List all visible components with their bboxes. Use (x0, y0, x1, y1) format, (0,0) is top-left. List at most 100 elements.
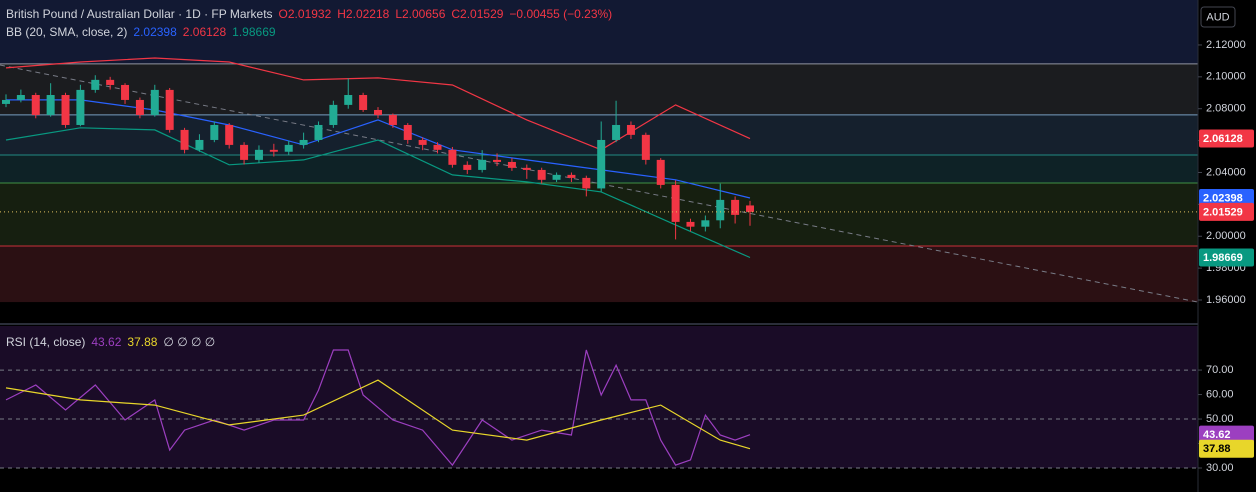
axis-chip (1199, 439, 1254, 458)
candle-body (507, 161, 516, 168)
change: −0.00455 (−0.23%) (509, 7, 613, 21)
candle-body (121, 84, 130, 100)
axis-chip (1199, 189, 1254, 208)
candle-body (314, 124, 323, 140)
ohlc-value: L2.00656 (395, 7, 446, 21)
rsi-line (5, 349, 751, 467)
candle-body (716, 199, 725, 221)
candle-body (225, 124, 234, 145)
y-tick-label: 2.10000 (1206, 71, 1246, 83)
candle-body (165, 89, 174, 130)
rsi-value: 43.62 (91, 335, 122, 349)
y-tick-label: 70.00 (1206, 364, 1234, 376)
ohlc: O2.01932 H2.02218 L2.00656 C2.01529 (279, 7, 504, 21)
candle-body (374, 109, 382, 115)
candle-body (31, 95, 40, 115)
candle-body (329, 104, 338, 125)
candle-body (746, 205, 754, 212)
candle-body (299, 139, 308, 145)
rsi-band (0, 326, 1198, 469)
candle-body (463, 164, 472, 170)
bb-line (5, 127, 751, 259)
y-tick-label: 1.96000 (1206, 294, 1246, 306)
rsi-line (5, 379, 751, 450)
candle-body (344, 95, 353, 105)
candle-body (150, 89, 159, 115)
candle-body (701, 220, 710, 227)
candle-body (493, 159, 502, 162)
candle-body (612, 124, 621, 140)
axis-chip (1199, 425, 1254, 444)
ohlc-value: H2.02218 (337, 7, 390, 21)
candle-body (448, 149, 457, 165)
candle-body (403, 124, 412, 140)
candle-body (359, 95, 368, 110)
bb-value: 1.98669 (232, 25, 276, 39)
rsi-legend: RSI (14, close) 43.62 37.88 ∅ ∅ ∅ ∅ (6, 335, 215, 349)
axis-chip (1199, 248, 1254, 267)
candle-body (180, 129, 189, 150)
candle-body (522, 167, 531, 170)
price-axis (1198, 0, 1256, 492)
candle-body (656, 159, 665, 185)
candle-body (388, 114, 397, 125)
y-tick-label: 2.04000 (1206, 166, 1246, 178)
candle-body (567, 174, 576, 178)
y-tick-label: 2.12000 (1206, 39, 1246, 51)
axis-chip-label: 2.02398 (1203, 192, 1243, 204)
candle-body (686, 221, 695, 227)
zone (0, 63, 1198, 115)
candle-body (418, 139, 427, 145)
candle-body (240, 144, 249, 160)
candle-body (552, 174, 561, 180)
candle-body (537, 169, 546, 180)
candle-body (195, 139, 204, 150)
candle-body (91, 79, 100, 90)
candle-body (135, 99, 144, 115)
axis-chip-label: 37.88 (1203, 443, 1231, 455)
y-tick-label: 2.08000 (1206, 103, 1246, 115)
axis-chip-label: 2.01529 (1203, 206, 1243, 218)
bb-legend: BB (20, SMA, close, 2) 2.02398 2.06128 1.9… (6, 25, 276, 39)
candle-body (106, 79, 115, 85)
candle-body (2, 99, 10, 104)
y-tick-label: 30.00 (1206, 462, 1234, 474)
candle-body (76, 89, 85, 125)
rsi-placeholders: ∅ ∅ ∅ ∅ (163, 335, 216, 349)
candle-body (269, 149, 278, 152)
candle-body (254, 149, 263, 160)
bb-line (6, 99, 751, 199)
axis-chip-label: 2.06128 (1203, 133, 1243, 145)
candle-body (582, 177, 591, 189)
rsi-title: RSI (14, close) (6, 335, 86, 349)
candle-body (16, 95, 25, 100)
axis-chip (1199, 129, 1254, 148)
candle-body (731, 199, 740, 215)
currency: AUD (1206, 11, 1229, 23)
currency-box (1200, 6, 1236, 28)
bb-value: 2.02398 (133, 25, 177, 39)
candle-body (210, 124, 219, 140)
axis-chip-label: 1.98669 (1203, 252, 1243, 264)
candle-body (478, 159, 487, 170)
rsi-value: 37.88 (127, 335, 158, 349)
y-tick-label: 2.00000 (1206, 230, 1246, 242)
bb-title: BB (20, SMA, close, 2) (6, 25, 128, 39)
axis-chip-label: 43.62 (1203, 429, 1231, 441)
trendline (0, 64, 1199, 303)
candle-body (284, 144, 293, 152)
symbol-title: British Pound / Australian Dollar · 1D ·… (6, 7, 273, 21)
y-tick-label: 60.00 (1206, 388, 1234, 400)
ohlc-value: C2.01529 (451, 7, 504, 21)
bb-line (5, 57, 751, 151)
candle-body (61, 95, 70, 125)
candle-body (433, 144, 442, 150)
candle-body (46, 95, 55, 115)
ohlc-value: O2.01932 (278, 7, 332, 21)
y-tick-label: 50.00 (1206, 413, 1234, 425)
axis-chip (1199, 202, 1254, 221)
zone (0, 182, 1198, 246)
main-legend: British Pound / Australian Dollar · 1D ·… (6, 7, 612, 21)
